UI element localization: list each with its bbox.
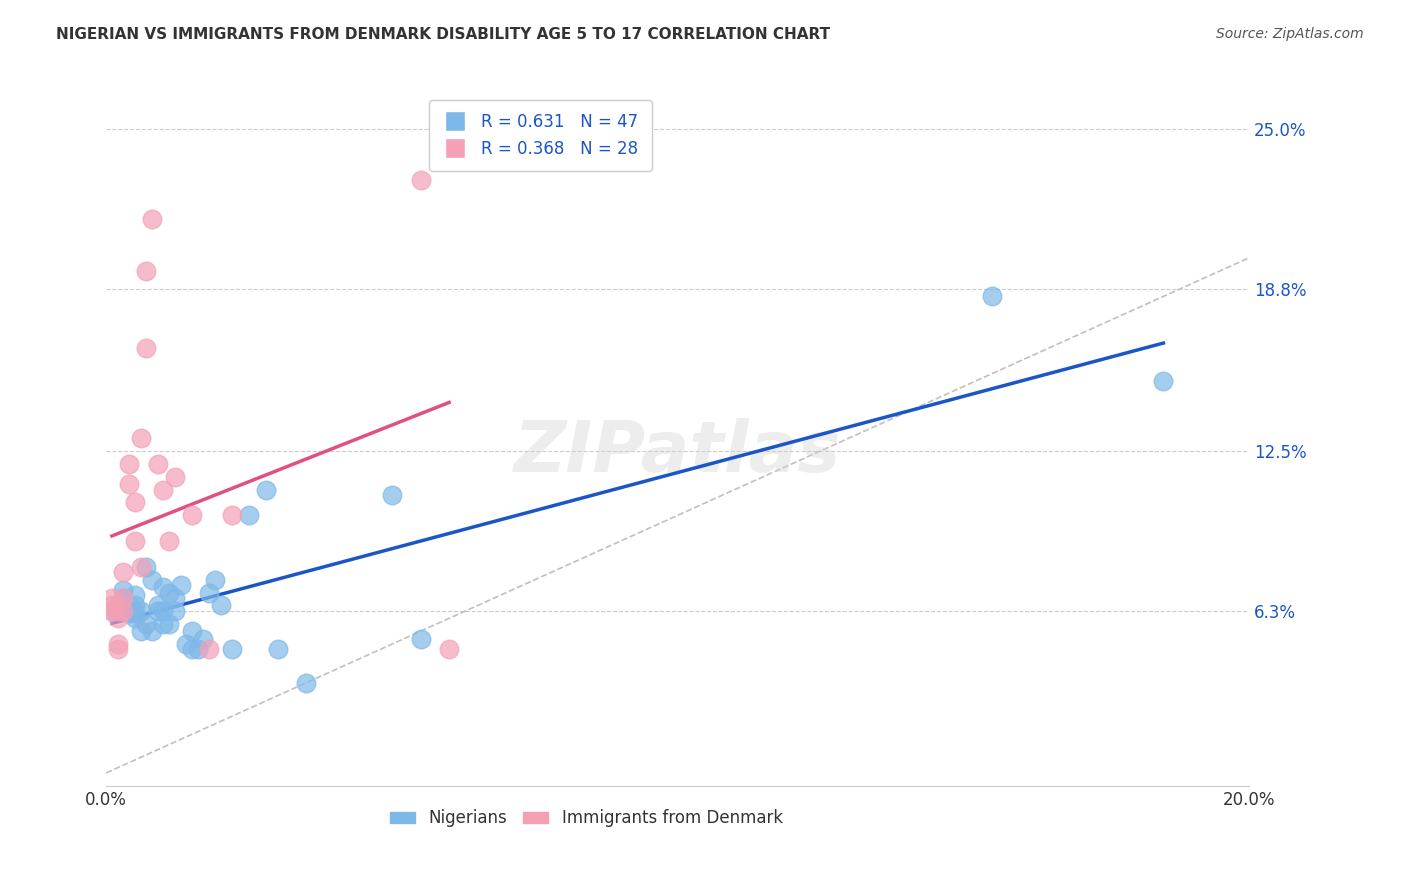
Point	[112, 599, 135, 613]
Point	[295, 675, 318, 690]
Point	[124, 599, 146, 613]
Point	[181, 624, 204, 639]
Point	[107, 599, 129, 613]
Point	[409, 632, 432, 646]
Point	[381, 488, 404, 502]
Point	[124, 534, 146, 549]
Point	[141, 624, 163, 639]
Point	[118, 606, 141, 620]
Point	[193, 632, 215, 646]
Point	[181, 508, 204, 523]
Point	[101, 591, 124, 605]
Point	[152, 604, 174, 618]
Point	[129, 604, 152, 618]
Point	[981, 289, 1004, 303]
Point	[146, 604, 169, 618]
Point	[152, 616, 174, 631]
Point	[163, 591, 186, 605]
Point	[152, 581, 174, 595]
Point	[124, 495, 146, 509]
Point	[169, 578, 191, 592]
Point	[1152, 375, 1174, 389]
Point	[409, 173, 432, 187]
Point	[163, 469, 186, 483]
Point	[124, 611, 146, 625]
Point	[107, 642, 129, 657]
Point	[112, 582, 135, 597]
Point	[135, 263, 157, 277]
Point	[112, 591, 135, 605]
Point	[135, 616, 157, 631]
Point	[135, 559, 157, 574]
Point	[181, 642, 204, 657]
Point	[112, 591, 135, 605]
Point	[157, 534, 180, 549]
Point	[152, 483, 174, 497]
Point	[118, 604, 141, 618]
Point	[238, 508, 260, 523]
Point	[107, 611, 129, 625]
Point	[146, 457, 169, 471]
Point	[141, 212, 163, 227]
Point	[163, 604, 186, 618]
Legend: Nigerians, Immigrants from Denmark: Nigerians, Immigrants from Denmark	[382, 803, 790, 834]
Point	[101, 604, 124, 618]
Point	[221, 508, 243, 523]
Point	[107, 599, 129, 613]
Point	[266, 642, 288, 657]
Point	[198, 642, 221, 657]
Point	[135, 341, 157, 355]
Text: Source: ZipAtlas.com: Source: ZipAtlas.com	[1216, 27, 1364, 41]
Point	[141, 573, 163, 587]
Point	[157, 585, 180, 599]
Point	[254, 483, 277, 497]
Point	[204, 573, 226, 587]
Point	[437, 642, 460, 657]
Point	[107, 604, 129, 618]
Point	[129, 559, 152, 574]
Point	[118, 477, 141, 491]
Point	[198, 585, 221, 599]
Point	[107, 637, 129, 651]
Point	[209, 599, 232, 613]
Point	[124, 588, 146, 602]
Point	[112, 604, 135, 618]
Point	[157, 616, 180, 631]
Point	[118, 599, 141, 613]
Text: ZIPatlas: ZIPatlas	[515, 418, 841, 487]
Point	[112, 604, 135, 618]
Point	[101, 604, 124, 618]
Point	[101, 599, 124, 613]
Point	[112, 565, 135, 579]
Point	[118, 457, 141, 471]
Text: NIGERIAN VS IMMIGRANTS FROM DENMARK DISABILITY AGE 5 TO 17 CORRELATION CHART: NIGERIAN VS IMMIGRANTS FROM DENMARK DISA…	[56, 27, 831, 42]
Point	[187, 642, 209, 657]
Point	[129, 431, 152, 445]
Point	[174, 637, 197, 651]
Point	[146, 599, 169, 613]
Point	[221, 642, 243, 657]
Point	[124, 606, 146, 620]
Point	[129, 624, 152, 639]
